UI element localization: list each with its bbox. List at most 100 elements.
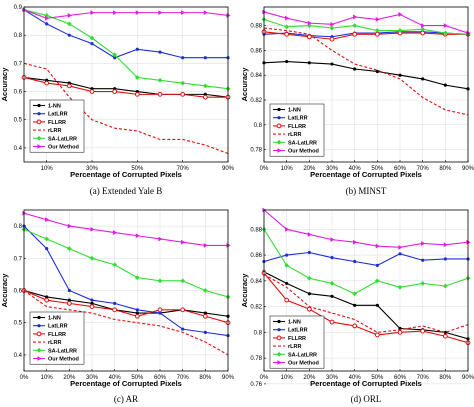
y-axis-label: Accuracy	[0, 273, 9, 308]
series-line-sa-latlrr	[23, 228, 229, 298]
data-point-latlrr	[330, 256, 334, 260]
series-latlrr	[262, 250, 470, 267]
legend: 1-NN LatLRR FLLRR rLRR SA-LatLRR Our Method	[29, 311, 85, 365]
legend-marker	[37, 356, 42, 361]
legend-label: rLRR	[288, 344, 301, 350]
data-point-fllrr	[89, 304, 95, 310]
legend-label: Our Method	[288, 361, 319, 367]
y-tick-label: 0.4	[14, 146, 23, 152]
y-tick-label: 0.78	[250, 148, 262, 154]
legend-label: SA-LatLRR	[288, 352, 317, 358]
data-point-fllrr	[134, 313, 140, 319]
data-point-1-nn	[375, 303, 379, 307]
x-tick-label: 0%	[260, 166, 269, 172]
legend-marker	[277, 107, 281, 112]
series-fllrr	[21, 288, 231, 326]
chart-panel-1: 10% 30% 50% 70% 90% 0.4 0.5 0.6 0.7 0.8 0.9 1-NN Lat…	[0, 5, 235, 196]
x-tick-label: 20%	[303, 375, 316, 381]
series-our-method	[22, 7, 231, 21]
x-tick-label: 10%	[281, 166, 294, 172]
y-tick-label: 0.8	[14, 33, 23, 39]
data-point-fllrr	[284, 31, 290, 37]
y-tick-label: 0.8	[254, 330, 263, 336]
data-point-sa-latlrr	[352, 291, 358, 297]
data-point-our-method	[203, 10, 208, 16]
data-point-our-method	[22, 7, 27, 13]
data-point-sa-latlrr	[442, 283, 448, 289]
legend-label: Our Method	[48, 145, 79, 151]
data-point-our-method	[113, 230, 118, 235]
series-sa-latlrr	[261, 226, 471, 297]
x-tick-label: 50%	[131, 375, 144, 381]
x-tick-label: 10%	[281, 375, 294, 381]
x-tick-label: 50%	[371, 375, 384, 381]
series-line-1-nn	[263, 61, 469, 90]
data-point-latlrr	[158, 50, 162, 54]
data-point-1-nn	[353, 303, 357, 307]
data-point-fllrr	[112, 307, 118, 313]
data-point-our-method	[421, 241, 426, 246]
data-point-sa-latlrr	[44, 236, 50, 242]
y-axis-label: Accuracy	[240, 273, 249, 308]
series-line-fllrr	[23, 76, 228, 98]
data-point-our-method	[375, 243, 380, 249]
x-axis-label: Percentage of Corrupted Pixels	[70, 170, 182, 179]
legend-label: Our Method	[48, 357, 79, 363]
data-point-fllrr	[202, 313, 208, 319]
data-point-1-nn	[45, 295, 49, 299]
legend-marker	[36, 331, 42, 337]
series-rlrr	[23, 62, 229, 155]
data-point-fllrr	[89, 89, 95, 94]
y-tick-label: 0.88	[250, 24, 262, 30]
x-tick-label: 70%	[417, 166, 430, 172]
data-point-sa-latlrr	[134, 75, 140, 80]
y-tick-label: 0.8	[254, 123, 263, 129]
x-tick-label: 40%	[109, 375, 122, 381]
legend-box	[29, 311, 85, 365]
data-point-our-method	[330, 237, 335, 243]
data-point-latlrr	[203, 330, 207, 334]
data-point-sa-latlrr	[157, 77, 163, 83]
y-tick-label: 0.5	[14, 321, 23, 327]
data-point-our-method	[307, 232, 312, 237]
series-line-fllrr	[263, 31, 468, 40]
data-point-fllrr	[352, 31, 358, 37]
data-point-1-nn	[285, 59, 289, 64]
data-point-sa-latlrr	[374, 28, 380, 33]
legend-marker	[276, 351, 282, 357]
data-point-sa-latlrr	[202, 288, 208, 293]
series-line-our-method	[263, 209, 469, 248]
data-point-latlrr	[135, 47, 139, 51]
series-rlrr	[263, 27, 469, 116]
data-point-sa-latlrr	[89, 255, 95, 261]
x-tick-label: 20%	[303, 166, 316, 172]
legend-label: LatLRR	[288, 328, 308, 334]
data-point-fllrr	[397, 329, 403, 335]
data-point-sa-latlrr	[134, 275, 140, 281]
data-point-our-method	[158, 236, 163, 242]
y-tick-label: 0.4	[14, 353, 23, 359]
chart-panel-2: 0% 10% 20% 30% 40% 50% 60% 70% 80% 90% 0.78 0.8 0.82…	[240, 6, 474, 196]
data-point-our-method	[45, 15, 50, 21]
data-point-sa-latlrr	[420, 281, 426, 286]
legend-label: rLRR	[48, 128, 61, 134]
x-tick-label: 90%	[462, 166, 474, 172]
chart-panel-3: 0% 10% 20% 30% 40% 50% 60% 70% 80% 90% 0.4 0.5 0.6 0.…	[0, 209, 235, 404]
series-line-fllrr	[23, 289, 229, 324]
data-point-1-nn	[285, 281, 289, 286]
data-point-our-method	[466, 30, 471, 36]
y-tick-label: 0.82	[250, 98, 262, 104]
y-tick-label: 0.84	[250, 279, 262, 285]
legend-label: LatLRR	[288, 116, 308, 122]
legend-label: 1-NN	[288, 320, 301, 326]
data-point-sa-latlrr	[329, 25, 335, 31]
series-line-our-method	[23, 212, 228, 246]
x-tick-label: 10%	[41, 375, 54, 381]
series-sa-latlrr	[261, 17, 471, 37]
data-point-fllrr	[420, 328, 426, 334]
data-point-our-method	[375, 17, 380, 22]
axes-frame	[23, 6, 229, 163]
legend-marker	[276, 139, 282, 145]
data-point-our-method	[90, 226, 95, 232]
